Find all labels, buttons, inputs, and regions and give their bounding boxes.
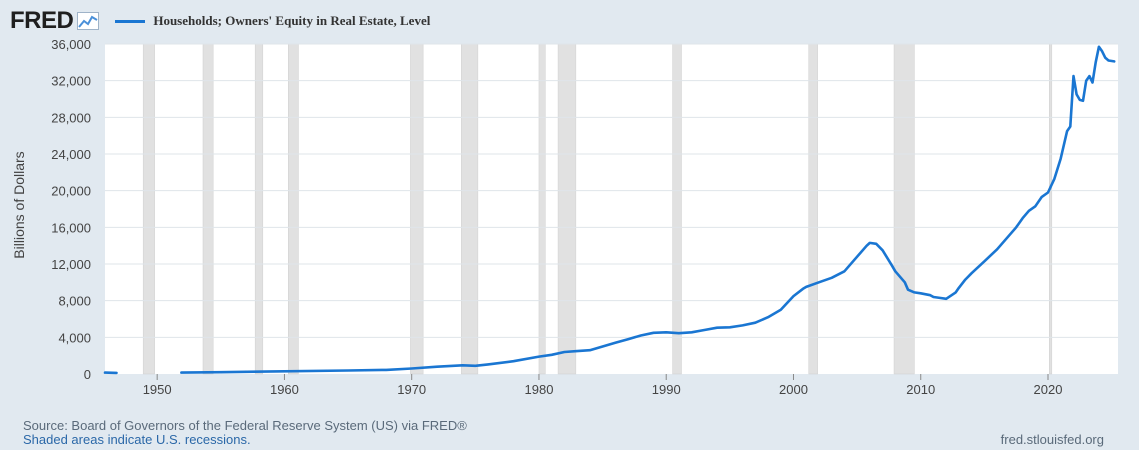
x-axis-ticks: 1950 1960 1970 1980 1990 2000 2010 2020 xyxy=(143,374,1063,397)
fred-url[interactable]: fred.stlouisfed.org xyxy=(1000,432,1104,447)
y-tick-label: 36,000 xyxy=(51,37,91,52)
recession-band xyxy=(461,43,479,375)
recession-band xyxy=(142,43,155,375)
recession-band xyxy=(557,43,577,375)
recession-band xyxy=(538,43,546,375)
y-tick-label: 12,000 xyxy=(51,257,91,272)
fred-logo[interactable]: FRED xyxy=(10,7,74,34)
x-tick-label: 1960 xyxy=(270,382,299,397)
y-tick-label: 4,000 xyxy=(58,330,91,345)
recession-bands xyxy=(142,43,1053,375)
plot-area xyxy=(105,44,1118,374)
y-tick-label: 0 xyxy=(84,367,91,382)
recession-band xyxy=(288,43,299,375)
y-axis-ticks: 0 4,000 8,000 12,000 16,000 20,000 24,000 28,00… xyxy=(51,37,91,382)
recession-band xyxy=(672,43,682,375)
y-tick-label: 32,000 xyxy=(51,74,91,89)
chart-header: FRED Households; Owners' Equity in Real … xyxy=(10,6,430,36)
x-tick-label: 2020 xyxy=(1034,382,1063,397)
x-tick-label: 1970 xyxy=(397,382,426,397)
y-tick-label: 16,000 xyxy=(51,220,91,235)
gridlines xyxy=(105,43,1118,338)
legend: Households; Owners' Equity in Real Estat… xyxy=(115,13,430,29)
recession-band xyxy=(254,43,264,375)
recession-band xyxy=(410,43,424,375)
y-tick-label: 20,000 xyxy=(51,184,91,199)
x-tick-label: 1950 xyxy=(143,382,172,397)
legend-label[interactable]: Households; Owners' Equity in Real Estat… xyxy=(153,13,431,28)
recession-band xyxy=(1049,43,1053,375)
recession-band xyxy=(893,43,915,375)
x-tick-label: 1980 xyxy=(525,382,554,397)
source-note: Source: Board of Governors of the Federa… xyxy=(23,418,467,433)
series-line xyxy=(180,45,1116,374)
y-tick-label: 28,000 xyxy=(51,110,91,125)
x-tick-label: 1990 xyxy=(652,382,681,397)
line-graph-icon xyxy=(77,12,100,30)
legend-swatch xyxy=(115,19,146,23)
recession-band xyxy=(808,43,818,375)
x-tick-label: 2010 xyxy=(906,382,935,397)
recession-note: Shaded areas indicate U.S. recessions. xyxy=(23,432,251,447)
recession-band xyxy=(202,43,214,375)
y-tick-label: 24,000 xyxy=(51,147,91,162)
series-lines xyxy=(103,45,1116,375)
y-tick-label: 8,000 xyxy=(58,294,91,309)
x-tick-label: 2000 xyxy=(779,382,808,397)
